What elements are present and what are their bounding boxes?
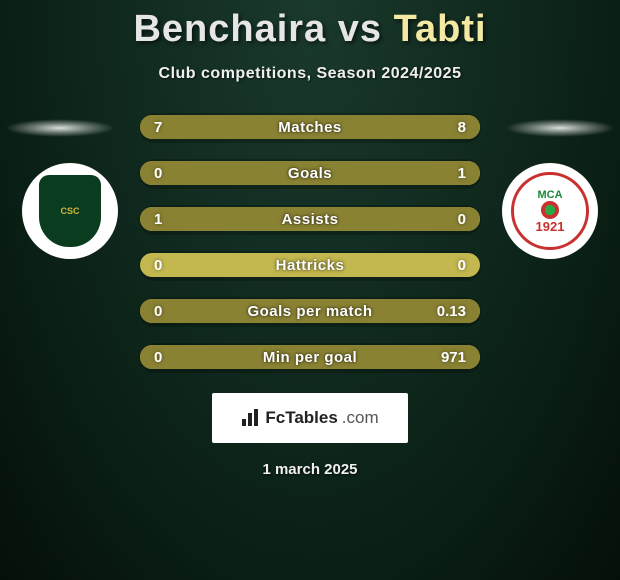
stat-row: 01Goals	[140, 161, 480, 185]
branding-suffix: .com	[342, 408, 379, 428]
stat-label: Goals	[140, 165, 480, 182]
player2-name: Tabti	[394, 8, 487, 50]
snapshot-date: 1 march 2025	[0, 461, 620, 478]
stat-label: Hattricks	[140, 257, 480, 274]
crest-player1-badge: CSC	[39, 175, 101, 247]
crest-player1: CSC	[22, 163, 118, 259]
subtitle: Club competitions, Season 2024/2025	[0, 65, 620, 83]
branding-box: FcTables.com	[212, 393, 408, 443]
stat-row: 78Matches	[140, 115, 480, 139]
bars-icon	[241, 409, 261, 427]
stat-label: Goals per match	[140, 303, 480, 320]
stat-label: Matches	[140, 119, 480, 136]
crest-player2-year: 1921	[536, 219, 565, 234]
branding-text: FcTables	[265, 408, 337, 428]
stat-row: 0971Min per goal	[140, 345, 480, 369]
crest-player2-ball-icon	[541, 201, 559, 219]
crest-player2-label: MCA	[537, 189, 562, 201]
vs-label: vs	[338, 8, 382, 50]
comparison-title: Benchaira vs Tabti	[0, 0, 620, 51]
crest-player2-badge: MCA 1921	[511, 172, 589, 250]
player1-name: Benchaira	[133, 8, 326, 50]
branding-content: FcTables.com	[241, 408, 378, 428]
comparison-main: CSC MCA 1921 78Matches 01Goals 10Assists 00…	[0, 115, 620, 478]
crest-player1-label: CSC	[60, 206, 79, 216]
crest-shadow-right	[505, 119, 615, 137]
stat-row: 10Assists	[140, 207, 480, 231]
stat-label: Assists	[140, 211, 480, 228]
stat-label: Min per goal	[140, 349, 480, 366]
crest-shadow-left	[5, 119, 115, 137]
stat-row: 00.13Goals per match	[140, 299, 480, 323]
stat-bars: 78Matches 01Goals 10Assists 00Hattricks 00.1…	[140, 115, 480, 369]
stat-row: 00Hattricks	[140, 253, 480, 277]
crest-player2: MCA 1921	[502, 163, 598, 259]
